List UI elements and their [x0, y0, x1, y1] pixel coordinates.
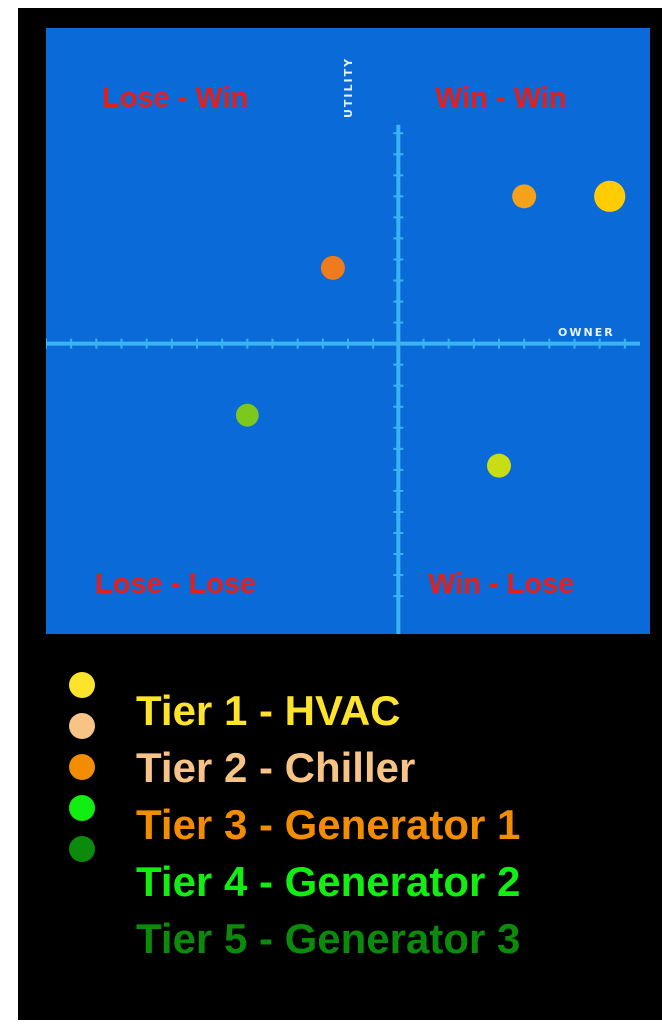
data-point-1: [594, 180, 626, 212]
x-axis-label: OWNER: [558, 326, 615, 339]
data-point-4: [235, 403, 259, 427]
legend-label-tier-4: Tier 4 - Generator 2: [136, 858, 521, 905]
y-axis-label: UTILITY: [342, 56, 355, 118]
quadrant-label-bottom-left: Lose - Lose: [95, 568, 257, 600]
quadrant-plot: Lose - Win Win - Win Lose - Lose Win - L…: [46, 28, 650, 634]
data-point-2: [512, 184, 537, 209]
legend-label-tier-5: Tier 5 - Generator 3: [136, 915, 521, 962]
quadrant-label-top-right: Win - Win: [435, 82, 567, 114]
legend-marker-tier-2: [69, 713, 95, 739]
quadrant-label-bottom-right: Win - Lose: [428, 568, 575, 600]
legend-marker-tier-5: [69, 836, 95, 862]
legend-label-tier-1: Tier 1 - HVAC: [136, 687, 401, 734]
legend-marker-tier-4: [69, 795, 95, 821]
legend-marker-tier-1: [69, 672, 95, 698]
legend-marker-tier-3: [69, 754, 95, 780]
plot-svg: [46, 124, 640, 634]
legend-label-tier-3: Tier 3 - Generator 1: [136, 801, 521, 848]
data-point-5: [487, 453, 511, 478]
data-point-3: [320, 255, 345, 280]
quadrant-label-top-left: Lose - Win: [102, 82, 249, 114]
legend-label-tier-2: Tier 2 - Chiller: [136, 744, 416, 791]
